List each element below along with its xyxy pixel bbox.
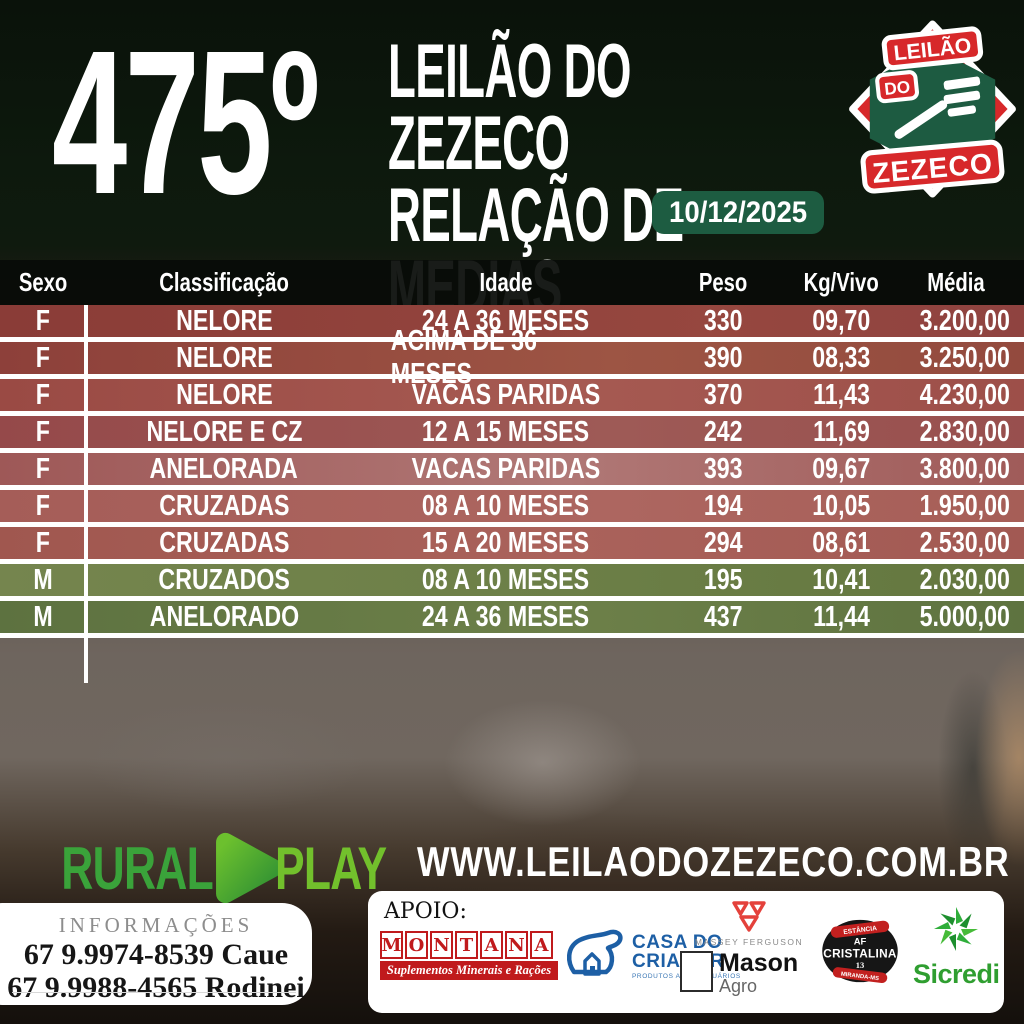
- cow-icon: [567, 929, 623, 976]
- play-icon: [216, 832, 282, 904]
- col-classificacao: Classificação: [159, 267, 289, 297]
- contact-info-card: INFORMAÇÕES 67 9.9974-8539 Caue 67 9.998…: [0, 903, 312, 1005]
- sexo-column-divider: [84, 305, 88, 683]
- gavel-icon: [894, 76, 981, 139]
- phone-line-2: 67 9.9988-4565 Rodinei: [7, 971, 305, 1004]
- cristalina-mark: 13: [856, 960, 865, 970]
- table-row: F ANELORADA VACAS PARIDAS 393 09,67 3.800,00: [0, 453, 1024, 490]
- zezeco-logo: LEILÃO DO ZEZECO: [849, 20, 1016, 198]
- sicredi-pinwheel-icon: [934, 907, 978, 951]
- col-media: Média: [927, 267, 985, 297]
- mason-sub: Agro: [719, 976, 758, 996]
- col-peso: Peso: [698, 267, 748, 297]
- phone-line-1: 67 9.9974-8539 Caue: [23, 938, 289, 971]
- table-row: F NELORE ACIMA DE 36 MESES 390 08,33 3.250,00: [0, 325, 1024, 390]
- sicredi-logo: Sicredi: [913, 905, 1000, 990]
- apoio-label: APOIO:: [384, 899, 467, 924]
- table-row: F CRUZADAS 15 A 20 MESES 294 08,61 2.530,00: [0, 527, 1024, 564]
- table-row: F NELORE 24 A 36 MESES 330 09,70 3.200,00: [0, 305, 1024, 342]
- mason-square-mark: [680, 951, 713, 992]
- table-header: Sexo Classificação Idade Peso Kg/Vivo Mé…: [0, 260, 1024, 305]
- montana-tagline: Suplementos Minerais e Rações: [380, 961, 558, 980]
- cristalina-badge: ESTÂNCIA AF CRISTALINA 13 MIRANDA-MS: [822, 919, 898, 983]
- table-row: F NELORE E CZ 12 A 15 MESES 242 11,69 2.830,0…: [0, 416, 1024, 453]
- table-row: M ANELORADO 24 A 36 MESES 437 11,44 5.000,00: [0, 601, 1024, 638]
- edition-number: 475º: [52, 8, 319, 237]
- logo-text-mid: DO: [883, 76, 911, 99]
- table-row: M CRUZADOS 08 A 10 MESES 195 10,41 2.030,00: [0, 564, 1024, 601]
- mason-agro-logo: MASSEY FERGUSON Mason Agro: [674, 899, 824, 996]
- ruralplay-word-rural: RURAL: [61, 834, 213, 902]
- massey-ferguson-icon: [732, 901, 766, 932]
- cristalina-name: CRISTALINA: [823, 947, 897, 961]
- col-sexo: Sexo: [18, 267, 68, 297]
- website-url: WWW.LEILAODOZEZECO.COM.BR: [417, 838, 1010, 885]
- date-badge: 10/12/2025: [652, 191, 824, 234]
- cristalina-bottom: MIRANDA-MS: [840, 972, 879, 983]
- col-idade: Idade: [479, 267, 533, 297]
- ruralplay-logo: RURAL PLAY: [8, 824, 426, 912]
- auction-date: 10/12/2025: [668, 195, 808, 229]
- massey-ferguson-label: MASSEY FERGUSON: [694, 937, 804, 947]
- table-row: F NELORE VACAS PARIDAS 370 11,43 4.230,00: [0, 379, 1024, 416]
- title-line-1: LEILÃO DO ZEZECO: [388, 29, 631, 186]
- table-body: F NELORE 24 A 36 MESES 330 09,70 3.200,00 F NE…: [0, 305, 1024, 638]
- sicredi-name: Sicredi: [913, 959, 1000, 989]
- col-kgvivo: Kg/Vivo: [803, 267, 879, 297]
- ruralplay-word-play: PLAY: [274, 834, 387, 902]
- cristalina-mid: AF: [854, 936, 867, 947]
- info-title: INFORMAÇÕES: [58, 913, 254, 937]
- casa-line-1: CASA DO: [632, 931, 723, 953]
- mason-name: Mason: [719, 949, 799, 977]
- table-row: F CRUZADAS 08 A 10 MESES 194 10,05 1.950,00: [0, 490, 1024, 527]
